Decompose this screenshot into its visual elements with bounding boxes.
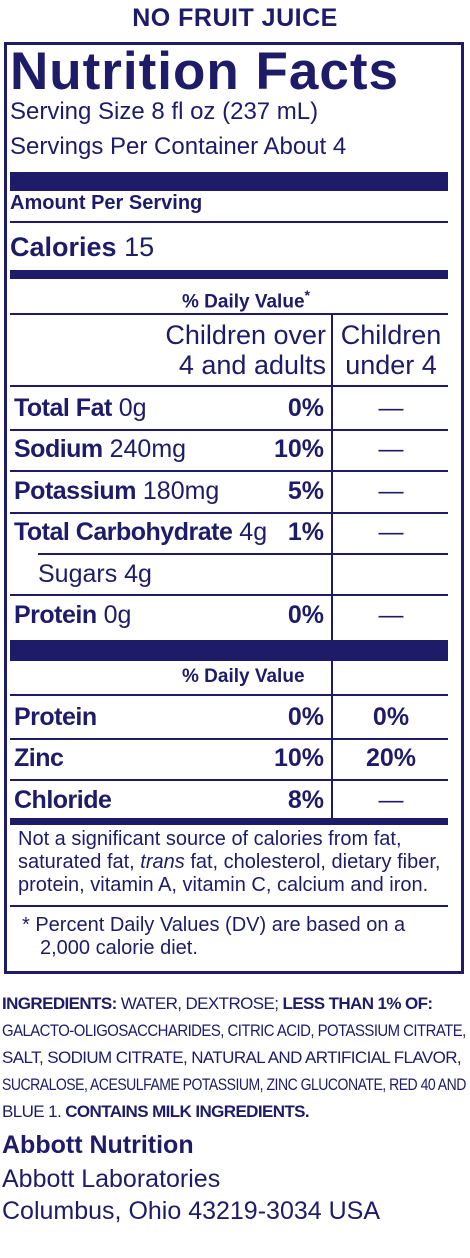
- divider: [10, 905, 448, 907]
- divider: [38, 553, 448, 555]
- divider: [10, 470, 448, 472]
- manufacturer-address: Columbus, Ohio 43219-3034 USA: [2, 1197, 381, 1225]
- no-fruit-juice-label: NO FRUIT JUICE: [132, 4, 338, 32]
- nutrition-facts-title: Nutrition Facts: [10, 42, 399, 101]
- calories-row: Calories 15: [10, 232, 154, 263]
- thick-divider-lower: [10, 818, 448, 825]
- daily-value-heading: % Daily Value*: [182, 287, 310, 313]
- calories-value: 15: [124, 232, 155, 262]
- daily-value-footnote: * Percent Daily Values (DV) are based on…: [22, 914, 406, 959]
- divider: [10, 738, 448, 740]
- column-header-children-over-4: Children over 4 and adults: [165, 320, 326, 380]
- calories-label: Calories: [10, 232, 117, 262]
- nutrition-facts-panel: [4, 42, 464, 974]
- amount-per-serving: Amount Per Serving: [10, 192, 203, 214]
- column-divider: [331, 313, 333, 640]
- ingredients-list: INGREDIENTS: WATER, DEXTROSE; LESS THAN …: [2, 994, 466, 1121]
- divider: [10, 779, 448, 781]
- manufacturer-name: Abbott Nutrition: [2, 1131, 194, 1159]
- divider: [10, 429, 448, 431]
- thick-divider-top: [10, 172, 448, 191]
- manufacturer-company: Abbott Laboratories: [2, 1165, 221, 1193]
- divider: [10, 221, 448, 223]
- divider: [10, 512, 448, 514]
- column-header-children-under-4: Children under 4: [340, 320, 442, 380]
- servings-per-container: Servings Per Container About 4: [10, 133, 347, 160]
- thick-divider-middle: [10, 640, 448, 661]
- divider: [10, 313, 448, 315]
- daily-value-heading-2: % Daily Value: [182, 666, 305, 687]
- serving-size: Serving Size 8 fl oz (237 mL): [10, 98, 319, 125]
- divider: [10, 385, 448, 387]
- not-significant-note: Not a significant source of calories fro…: [18, 828, 441, 896]
- divider: [10, 594, 448, 596]
- divider: [10, 694, 448, 696]
- medium-divider: [10, 270, 448, 279]
